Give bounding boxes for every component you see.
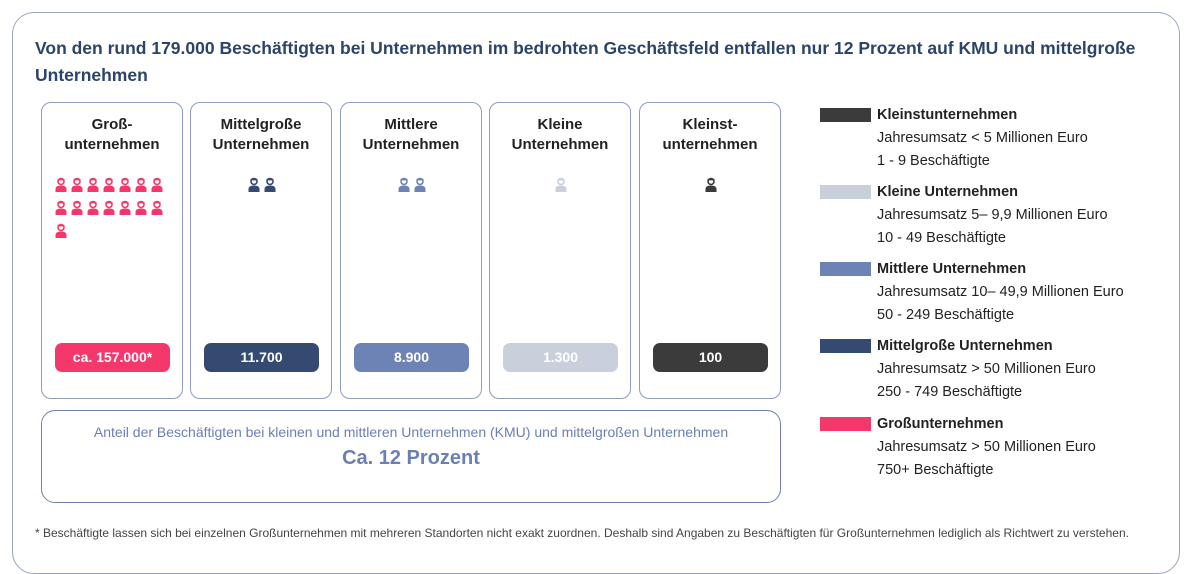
legend-line: 750+ Beschäftigte: [877, 462, 994, 478]
legend-line: Jahresumsatz 10– 49,9 Millionen Euro: [877, 284, 1124, 300]
legend-line: Jahresumsatz > 50 Millionen Euro: [877, 361, 1096, 377]
card-label: Groß-unternehmen: [42, 115, 182, 155]
legend-line: 250 - 749 Beschäftigte: [877, 384, 1023, 400]
footnote: * Beschäftigte lassen sich bei einzelnen…: [35, 526, 1129, 540]
card-label-line: unternehmen: [64, 136, 160, 153]
legend-name: Mittelgroße Unternehmen: [877, 338, 1053, 354]
legend-item: Kleine Unternehmen Jahresumsatz 5– 9,9 Mi…: [820, 181, 1170, 250]
summary-highlight: Ca. 12 Prozent: [342, 447, 480, 469]
card-label-line: unternehmen: [662, 136, 758, 153]
legend-line: Jahresumsatz < 5 Millionen Euro: [877, 130, 1088, 146]
legend-text: Mittelgroße Unternehmen Jahresumsatz > 50…: [877, 335, 1170, 404]
icon-group: [54, 177, 172, 238]
legend-item: Mittlere Unternehmen Jahresumsatz 10– 49,…: [820, 258, 1170, 327]
value-pill: 1.300: [503, 343, 618, 372]
legend-name: Kleine Unternehmen: [877, 184, 1018, 200]
legend-text: Kleinstunternehmen Jahresumsatz < 5 Milli…: [877, 104, 1170, 173]
card: Mittlere Unternehmen 8.900: [340, 102, 482, 399]
person-icon: [103, 177, 115, 192]
person-icon: [55, 200, 67, 215]
card: Kleinst-unternehmen 100: [639, 102, 781, 399]
value-pill: 100: [653, 343, 768, 372]
person-icon: [135, 177, 147, 192]
legend-text: Großunternehmen Jahresumsatz > 50 Million…: [877, 413, 1170, 482]
summary-box: Anteil der Beschäftigten bei kleinen und…: [41, 410, 781, 503]
person-icon: [151, 200, 163, 215]
person-icon: [705, 177, 717, 192]
page: Von den rund 179.000 Beschäftigten bei U…: [12, 12, 1180, 574]
person-icon: [555, 177, 567, 192]
legend-line: 1 - 9 Beschäftigte: [877, 153, 990, 169]
card-label-line: Unternehmen: [362, 136, 460, 153]
value-pill: 11.700: [204, 343, 319, 372]
icon-group: [353, 177, 471, 192]
person-icon: [119, 200, 131, 215]
icon-group: [652, 177, 770, 192]
person-icon: [414, 177, 426, 192]
card-label-line: Mittlere: [384, 116, 438, 133]
legend-item: Kleinstunternehmen Jahresumsatz < 5 Milli…: [820, 104, 1170, 173]
legend-line: Jahresumsatz 5– 9,9 Millionen Euro: [877, 207, 1108, 223]
card: Kleine Unternehmen 1.300: [489, 102, 631, 399]
icon-group: [502, 177, 620, 192]
card-label-line: Groß-: [91, 116, 133, 133]
legend-line: 50 - 249 Beschäftigte: [877, 307, 1015, 323]
icon-group: [203, 177, 321, 192]
person-icon: [264, 177, 276, 192]
card-label-line: Kleinst-: [682, 116, 738, 133]
legend-swatch: [820, 108, 871, 122]
card: Mittelgroße Unternehmen 11.700: [190, 102, 332, 399]
card: Groß-unternehmen ca. 157.000*: [41, 102, 183, 399]
card-label: Mittlere Unternehmen: [341, 115, 481, 155]
legend-item: Großunternehmen Jahresumsatz > 50 Million…: [820, 413, 1170, 482]
card-label: Kleinst-unternehmen: [640, 115, 780, 155]
person-icon: [398, 177, 410, 192]
person-icon: [135, 200, 147, 215]
person-icon: [87, 177, 99, 192]
person-icon: [55, 223, 67, 238]
legend-name: Mittlere Unternehmen: [877, 261, 1027, 277]
value-pill: 8.900: [354, 343, 469, 372]
legend-name: Großunternehmen: [877, 416, 1004, 432]
person-icon: [71, 200, 83, 215]
legend-text: Kleine Unternehmen Jahresumsatz 5– 9,9 Mi…: [877, 181, 1170, 250]
person-icon: [55, 177, 67, 192]
legend-text: Mittlere Unternehmen Jahresumsatz 10– 49,…: [877, 258, 1170, 327]
person-icon: [119, 177, 131, 192]
value-pill: ca. 157.000*: [55, 343, 170, 372]
legend-name: Kleinstunternehmen: [877, 107, 1018, 123]
title: Von den rund 179.000 Beschäftigten bei U…: [35, 38, 1136, 85]
legend-item: Mittelgroße Unternehmen Jahresumsatz > 50…: [820, 335, 1170, 404]
legend-swatch: [820, 417, 871, 431]
card-label-line: Mittelgroße: [220, 116, 302, 133]
card-label-line: Kleine: [537, 116, 583, 133]
legend-swatch: [820, 262, 871, 276]
legend-line: 10 - 49 Beschäftigte: [877, 230, 1006, 246]
card-label-line: Unternehmen: [212, 136, 310, 153]
card-label: Kleine Unternehmen: [490, 115, 630, 155]
legend-line: Jahresumsatz > 50 Millionen Euro: [877, 439, 1096, 455]
person-icon: [103, 200, 115, 215]
person-icon: [248, 177, 260, 192]
person-icon: [71, 177, 83, 192]
legend-swatch: [820, 339, 871, 353]
card-label-line: Unternehmen: [511, 136, 609, 153]
person-icon: [151, 177, 163, 192]
card-label: Mittelgroße Unternehmen: [191, 115, 331, 155]
legend-swatch: [820, 185, 871, 199]
person-icon: [87, 200, 99, 215]
summary-text: Anteil der Beschäftigten bei kleinen und…: [93, 424, 729, 440]
